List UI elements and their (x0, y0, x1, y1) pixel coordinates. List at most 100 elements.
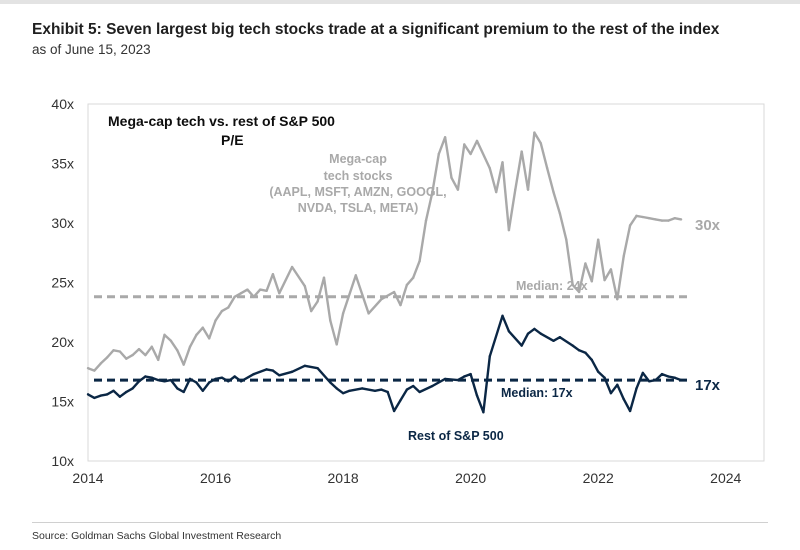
mega-cap-point (424, 219, 428, 222)
y-tick-label: 20x (51, 334, 74, 350)
rest-point (501, 314, 504, 318)
mega-cap-point (635, 214, 638, 218)
x-tick-label: 2022 (583, 470, 614, 486)
rest-point (341, 391, 345, 395)
mega-cap-point (609, 268, 613, 271)
mega-cap-point (533, 131, 536, 134)
rest-point (667, 375, 670, 378)
rest-point (641, 371, 645, 375)
mega-cap-point (596, 238, 600, 241)
mega-cap-point (258, 288, 262, 291)
rest-point (233, 375, 236, 378)
mega-cap-point (667, 219, 670, 222)
mega-cap-point (380, 297, 383, 301)
rest-point (590, 358, 594, 362)
mega-cap-point (86, 366, 90, 370)
mega-cap-point (169, 339, 173, 343)
mega-cap-point (252, 295, 256, 298)
rest-point (329, 381, 332, 384)
mega-cap-point (176, 349, 179, 352)
mega-cap-label-line-4: NVDA, TSLA, META) (298, 201, 419, 215)
rest-point (93, 396, 96, 400)
y-tick-label: 15x (51, 394, 74, 410)
mega-cap-point (150, 345, 153, 348)
mega-cap-point (354, 274, 358, 277)
mega-cap-point (405, 283, 409, 287)
mega-cap-point (367, 312, 370, 315)
rest-point (469, 372, 472, 376)
mega-cap-point (278, 292, 281, 295)
x-axis: 2014 2016 2018 2020 2022 2024 (72, 470, 741, 486)
mega-cap-point (310, 309, 313, 313)
rest-point (361, 387, 364, 390)
mega-cap-point (463, 143, 466, 146)
y-tick-label: 40x (51, 96, 74, 112)
rest-point (616, 383, 619, 387)
mega-cap-point (469, 152, 472, 156)
rest-point (188, 377, 192, 381)
mega-cap-point (182, 363, 185, 366)
rest-point (239, 380, 243, 383)
rest-point (105, 393, 109, 396)
rest-point (265, 368, 268, 371)
rest-point (125, 390, 128, 394)
rest-point (303, 364, 307, 367)
bottom-rule (32, 522, 768, 523)
rest-point (316, 366, 319, 370)
rest-point (577, 349, 581, 352)
mega-cap-point (494, 190, 498, 194)
rest-point (431, 384, 434, 388)
x-tick-label: 2016 (200, 470, 231, 486)
y-tick-label: 10x (51, 453, 74, 469)
mega-cap-point (628, 224, 632, 227)
plot-area (87, 103, 765, 462)
mega-cap-point (603, 278, 606, 282)
rest-point (220, 376, 224, 379)
y-tick-label: 25x (51, 275, 74, 291)
rest-point (399, 399, 402, 402)
mega-cap-point (577, 290, 581, 294)
mega-cap-point (418, 259, 421, 263)
top-rule (0, 0, 800, 4)
mega-cap-point (558, 212, 562, 215)
mega-cap-point (545, 167, 549, 170)
data-points (86, 131, 683, 414)
rest-point (195, 381, 198, 384)
mega-cap-median-label: Median: 24x (516, 279, 588, 293)
x-tick-label: 2020 (455, 470, 486, 486)
rest-point (380, 388, 383, 391)
mega-cap-point (660, 219, 664, 222)
rest-point (392, 409, 396, 413)
rest-point (488, 355, 491, 358)
rest-point (533, 327, 536, 331)
rest-point (335, 387, 338, 390)
rest-point (271, 369, 275, 372)
rest-point (558, 336, 562, 339)
y-tick-label: 30x (51, 215, 74, 231)
mega-cap-point (622, 255, 625, 258)
rest-point (596, 370, 600, 373)
mega-cap-point (450, 176, 453, 179)
inset-title: Mega-cap tech vs. rest of S&P 500 (108, 113, 335, 129)
mega-cap-point (195, 333, 198, 337)
y-tick-label: 35x (51, 156, 74, 172)
rest-point (635, 387, 638, 390)
exhibit-title: Exhibit 5: Seven largest big tech stocks… (32, 21, 720, 38)
rest-point (118, 395, 122, 398)
mega-cap-point (290, 265, 294, 269)
y-axis: 10x 15x 20x 25x 30x 35x 40x (51, 96, 74, 469)
mega-cap-point (673, 217, 676, 220)
mega-cap-point (131, 353, 134, 357)
mega-cap-point (571, 283, 574, 287)
mega-cap-point (112, 349, 115, 352)
mega-cap-label-line-3: (AAPL, MSFT, AMZN, GOOGL, (269, 185, 446, 199)
rest-point (182, 390, 185, 394)
mega-cap-point (227, 306, 230, 309)
mega-cap-point (316, 300, 319, 303)
rest-point (418, 390, 421, 394)
rest-point (622, 397, 625, 401)
mega-cap-point (399, 303, 402, 307)
mega-cap-point (99, 362, 102, 365)
rest-point (150, 376, 153, 379)
mega-cap-label-line-2: tech stocks (324, 169, 393, 183)
